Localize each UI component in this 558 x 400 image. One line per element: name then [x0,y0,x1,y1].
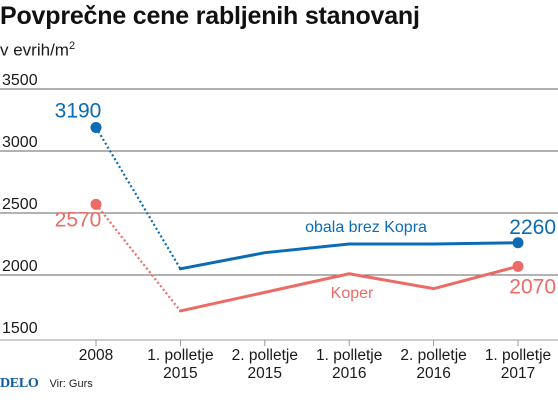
x-tick-label: 2. polletje [232,347,298,364]
source-note: Vir: Gurs [49,378,93,390]
y-tick-label: 1500 [2,320,38,337]
x-tick-label: 2015 [163,365,197,382]
data-label: 2070 [509,275,556,298]
data-label: 2570 [55,208,102,231]
series-0-marker [512,237,524,249]
subtitle-superscript: 2 [68,40,76,52]
series-label-obala-brez-kopra: obala brez Kopra [305,219,427,236]
x-tick-label: 1. polletje [147,347,213,364]
brand-logo: DELO [0,376,39,391]
subtitle-text: v evrih/m [0,40,69,60]
data-label: 3190 [55,99,102,122]
y-tick-label: 3000 [2,134,38,151]
series-1-marker [90,198,102,210]
x-tick-label: 2016 [416,365,450,382]
y-tick-label: 3500 [2,72,38,89]
x-tick-label: 2008 [79,347,113,364]
x-tick-label: 1. polletje [485,347,551,364]
data-label: 2260 [509,216,556,239]
x-tick-label: 2. polletje [400,347,466,364]
chart-title: Povprečne cene rabljenih stanovanj [0,2,420,30]
series-1-dotted-segment [95,203,182,312]
series-0-line [178,241,520,271]
series-0-marker [90,121,102,133]
x-tick-label: 2015 [248,365,282,382]
y-tick-label: 2000 [2,258,38,275]
x-tick-label: 2016 [332,365,366,382]
chart-subtitle: v evrih/m2 [0,40,75,61]
series-0-dotted-segment [95,126,182,270]
x-tick-label: 1. polletje [316,347,382,364]
chart-footer: DELO Vir: Gurs [0,376,93,392]
series-1-marker [512,260,524,272]
y-tick-label: 2500 [2,196,38,213]
series-1-line [178,264,520,313]
x-tick-label: 2017 [501,365,535,382]
series-label-koper: Koper [331,285,374,302]
